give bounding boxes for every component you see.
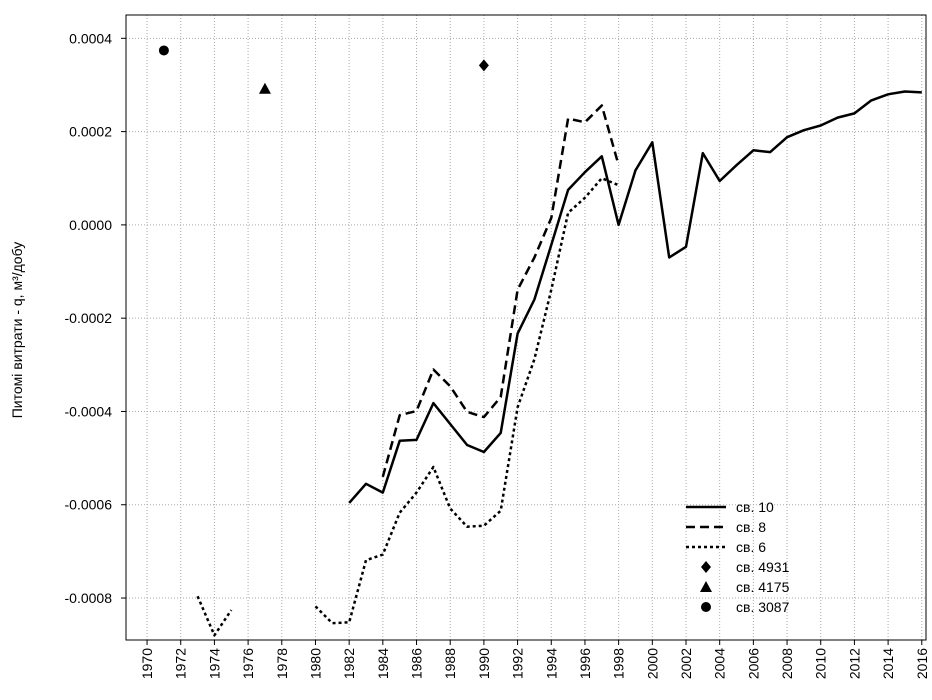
point-marker [478,59,489,72]
x-tick-label: 1994 [543,648,559,679]
y-axis-label: Питомі витрати - q, м³/добу [9,242,25,419]
x-tick-label: 1972 [173,648,189,679]
x-tick-label: 1996 [577,648,593,679]
legend-marker [700,581,712,592]
x-tick-label: 2006 [745,648,761,679]
y-tick-label: -0.0004 [65,403,113,419]
x-tick-label: 1986 [409,648,425,679]
point-marker [158,45,169,56]
x-tick-label: 2012 [846,648,862,679]
x-tick-label: 1988 [442,648,458,679]
y-tick-label: -0.0002 [65,310,113,326]
legend-label: св. 3087 [736,599,790,615]
point-marker [258,82,271,94]
x-tick-label: 2002 [678,648,694,679]
y-tick-label: 0.0000 [69,217,112,233]
y-tick-label: 0.0002 [69,124,112,140]
legend-label: св. 4175 [736,579,790,595]
legend-label: св. 6 [736,539,766,555]
x-tick-label: 1980 [307,648,323,679]
x-tick-label: 1990 [476,648,492,679]
y-tick-label: -0.0006 [65,497,113,513]
x-tick-label: 2000 [644,648,660,679]
x-tick-label: 1992 [510,648,526,679]
legend-marker [701,602,711,612]
x-tick-label: 2014 [880,648,896,679]
x-tick-label: 1998 [611,648,627,679]
x-tick-label: 1978 [274,648,290,679]
x-tick-label: 2016 [914,648,930,679]
y-tick-label: -0.0008 [65,590,113,606]
x-tick-label: 1984 [375,648,391,679]
x-tick-label: 1982 [341,648,357,679]
series-line [348,90,922,504]
x-tick-label: 1974 [206,648,222,679]
y-tick-label: 0.0004 [69,30,112,46]
legend-marker [701,561,711,573]
legend-label: св. 10 [736,499,774,515]
legend-label: св. 4931 [736,559,790,575]
x-tick-label: 1970 [139,648,155,679]
x-tick-label: 2004 [712,648,728,679]
x-tick-label: 2010 [813,648,829,679]
x-tick-label: 2008 [779,648,795,679]
x-tick-label: 1976 [240,648,256,679]
legend-label: св. 8 [736,519,766,535]
series-line [196,176,620,637]
series-line [381,104,620,478]
plot-frame [125,14,927,641]
